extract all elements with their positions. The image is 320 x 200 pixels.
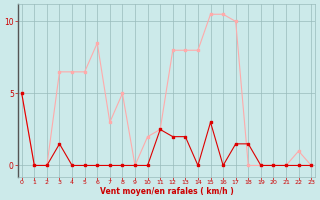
X-axis label: Vent moyen/en rafales ( km/h ): Vent moyen/en rafales ( km/h ) [100, 187, 233, 196]
